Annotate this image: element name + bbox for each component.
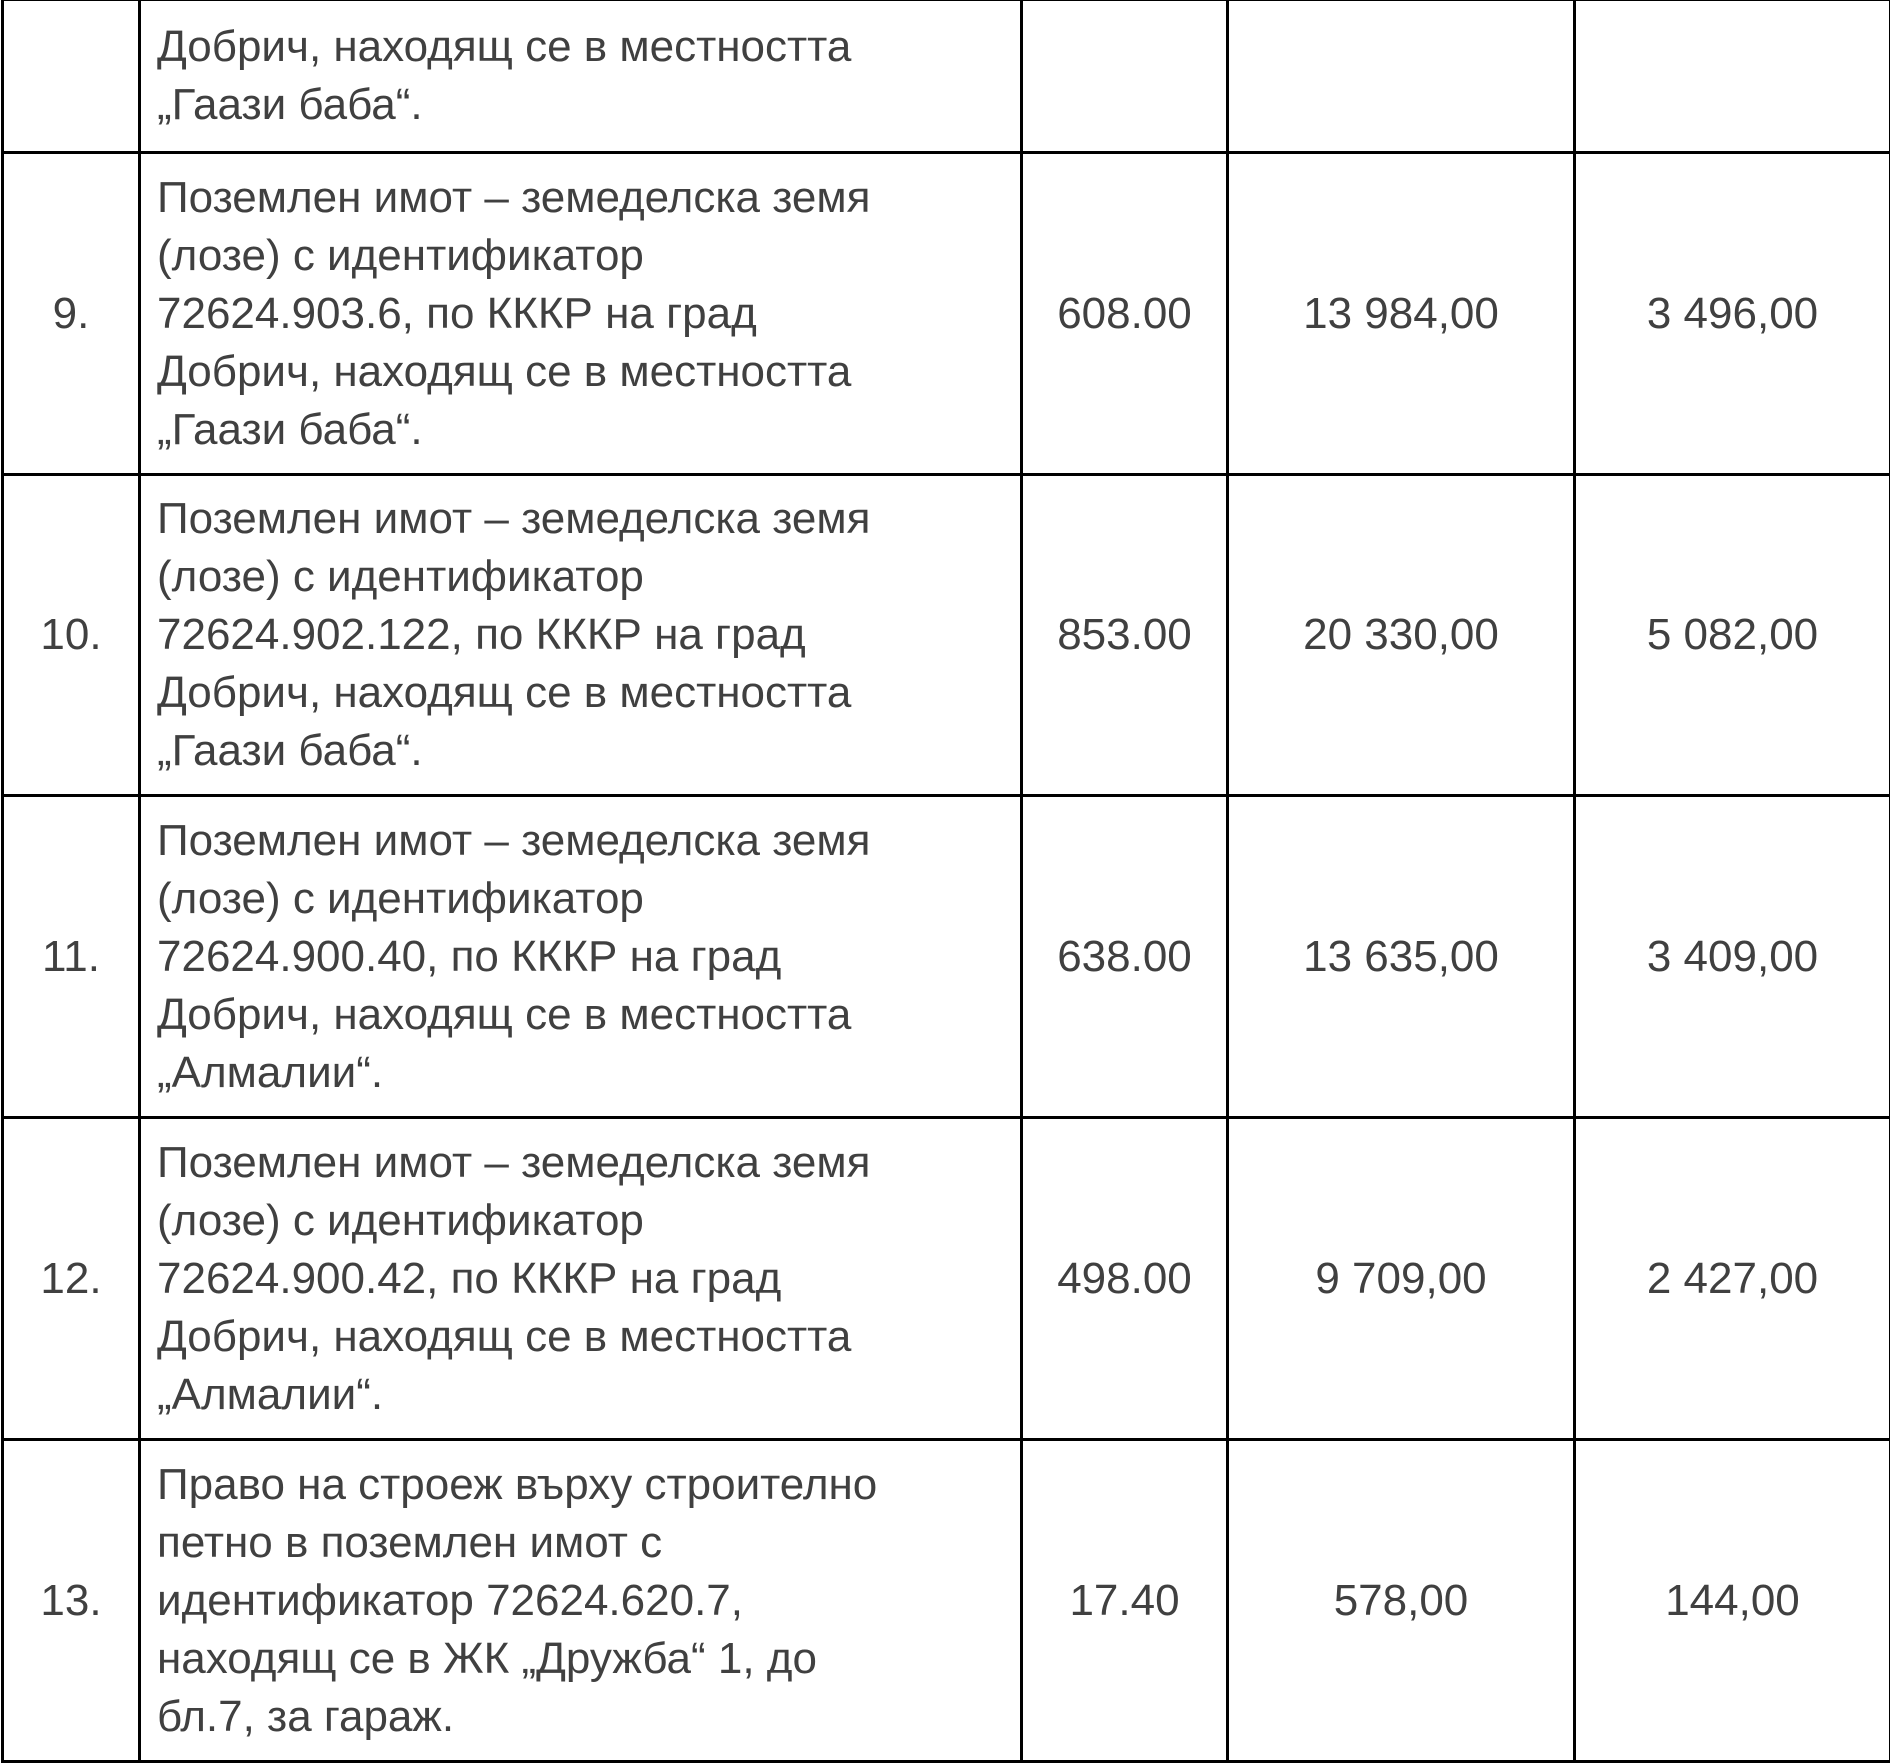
area-value: 17.40	[1022, 1440, 1228, 1762]
description-line: Добрич, находящ се в местността	[157, 1308, 1012, 1366]
table-row: 10.Поземлен имот – земеделска земя(лозе)…	[3, 475, 1890, 796]
area-value: 608.00	[1022, 153, 1228, 475]
deposit-value	[1575, 0, 1890, 153]
description-line: Поземлен имот – земеделска земя	[157, 490, 1012, 548]
price-value: 578,00	[1228, 1440, 1575, 1762]
price-value: 13 984,00	[1228, 153, 1575, 475]
row-number: 10.	[3, 475, 140, 796]
table-row: Добрич, находящ се в местността„Гаази ба…	[3, 0, 1890, 153]
description-line: находящ се в ЖК „Дружба“ 1, до	[157, 1630, 1012, 1688]
description-line: бл.7, за гараж.	[157, 1688, 1012, 1746]
description-line: Поземлен имот – земеделска земя	[157, 1134, 1012, 1192]
description-line: Право на строеж върху строително	[157, 1456, 1012, 1514]
description-line: 72624.900.42, по КККР на град	[157, 1250, 1012, 1308]
description-line: „Гаази баба“.	[157, 722, 1012, 780]
area-value: 498.00	[1022, 1118, 1228, 1440]
row-number: 12.	[3, 1118, 140, 1440]
description-line: (лозе) с идентификатор	[157, 548, 1012, 606]
area-value: 853.00	[1022, 475, 1228, 796]
property-description: Добрич, находящ се в местността„Гаази ба…	[140, 0, 1022, 153]
description-line: „Алмалии“.	[157, 1044, 1012, 1102]
deposit-value: 3 496,00	[1575, 153, 1890, 475]
deposit-value: 3 409,00	[1575, 796, 1890, 1118]
price-value: 13 635,00	[1228, 796, 1575, 1118]
table-row: 9.Поземлен имот – земеделска земя(лозе) …	[3, 153, 1890, 475]
row-number: 11.	[3, 796, 140, 1118]
description-line: 72624.900.40, по КККР на град	[157, 928, 1012, 986]
property-description: Поземлен имот – земеделска земя(лозе) с …	[140, 475, 1022, 796]
property-description: Поземлен имот – земеделска земя(лозе) с …	[140, 153, 1022, 475]
description-line: (лозе) с идентификатор	[157, 227, 1012, 285]
property-description: Поземлен имот – земеделска земя(лозе) с …	[140, 796, 1022, 1118]
description-line: Поземлен имот – земеделска земя	[157, 812, 1012, 870]
row-number: 13.	[3, 1440, 140, 1762]
description-line: Поземлен имот – земеделска земя	[157, 169, 1012, 227]
row-number	[3, 0, 140, 153]
price-value: 9 709,00	[1228, 1118, 1575, 1440]
description-line: идентификатор 72624.620.7,	[157, 1572, 1012, 1630]
price-value	[1228, 0, 1575, 153]
description-line: Добрич, находящ се в местността	[157, 986, 1012, 1044]
deposit-value: 2 427,00	[1575, 1118, 1890, 1440]
description-line: „Гаази баба“.	[157, 76, 1012, 134]
description-line: Добрич, находящ се в местността	[157, 18, 1012, 76]
description-line: 72624.903.6, по КККР на град	[157, 285, 1012, 343]
table-row: 11.Поземлен имот – земеделска земя(лозе)…	[3, 796, 1890, 1118]
deposit-value: 144,00	[1575, 1440, 1890, 1762]
description-line: „Гаази баба“.	[157, 401, 1012, 459]
description-line: Добрич, находящ се в местността	[157, 664, 1012, 722]
description-line: (лозе) с идентификатор	[157, 1192, 1012, 1250]
description-line: Добрич, находящ се в местността	[157, 343, 1012, 401]
description-line: 72624.902.122, по КККР на град	[157, 606, 1012, 664]
table-row: 12.Поземлен имот – земеделска земя(лозе)…	[3, 1118, 1890, 1440]
description-line: петно в поземлен имот с	[157, 1514, 1012, 1572]
price-value: 20 330,00	[1228, 475, 1575, 796]
deposit-value: 5 082,00	[1575, 475, 1890, 796]
description-line: (лозе) с идентификатор	[157, 870, 1012, 928]
description-line: „Алмалии“.	[157, 1366, 1012, 1424]
property-description: Поземлен имот – земеделска земя(лозе) с …	[140, 1118, 1022, 1440]
area-value	[1022, 0, 1228, 153]
row-number: 9.	[3, 153, 140, 475]
area-value: 638.00	[1022, 796, 1228, 1118]
